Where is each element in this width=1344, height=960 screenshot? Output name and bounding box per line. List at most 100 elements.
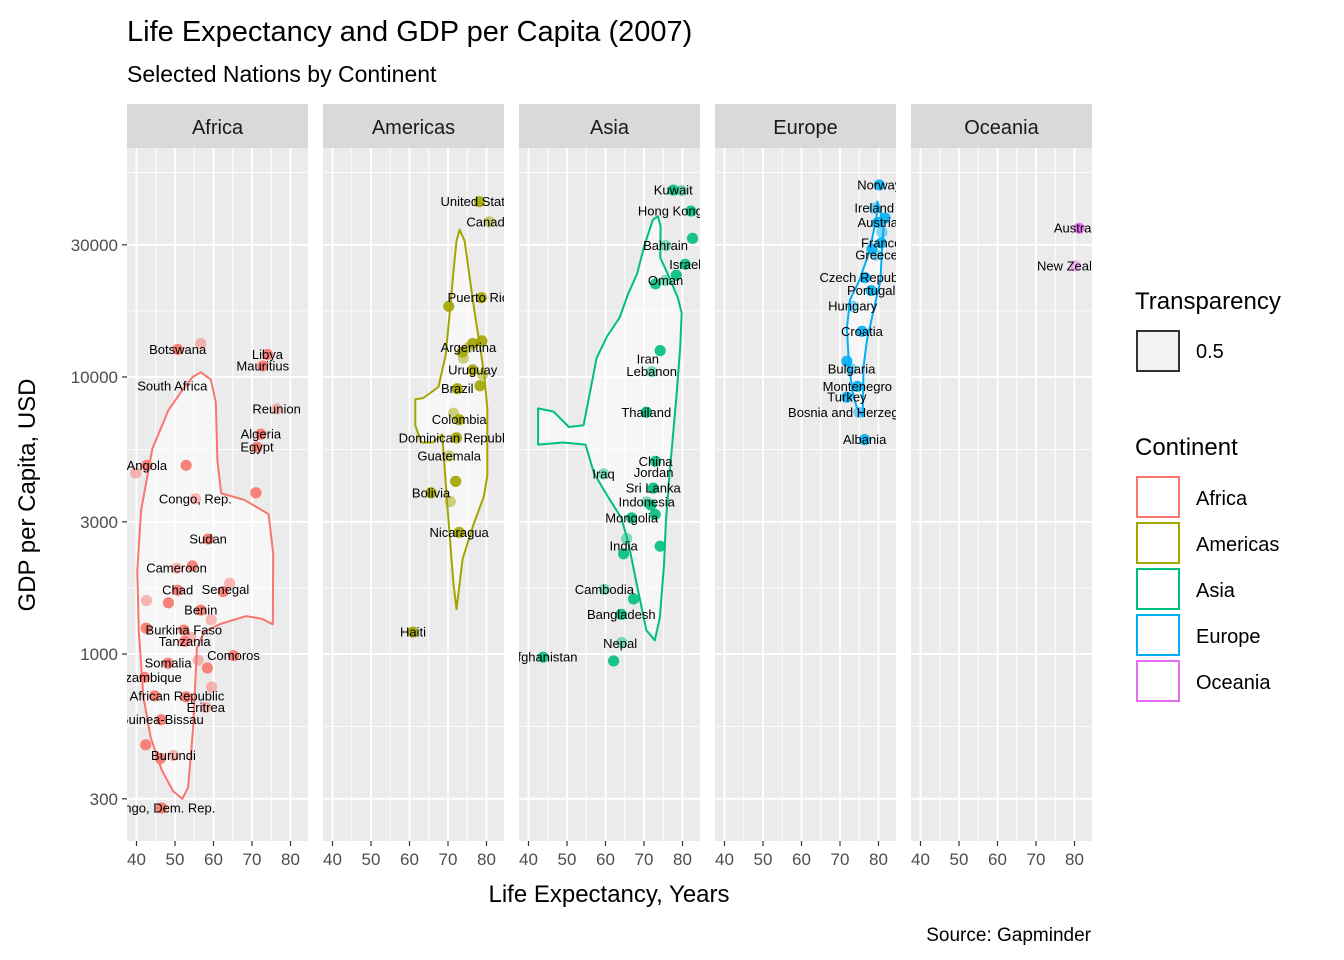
chart-caption: Source: Gapminder (926, 925, 1091, 946)
point-label: Albania (843, 432, 887, 447)
point-label: Turkey (827, 390, 867, 405)
x-tick-label: 60 (988, 850, 1007, 869)
point-label: Australia (1054, 221, 1105, 236)
legend-label-oceania: Oceania (1196, 672, 1271, 694)
y-tick-label: 30000 (71, 236, 118, 255)
facet-panel-oceania: Oceania Australia New Zealand 40 50 60 70 80 (911, 104, 1105, 869)
x-axis-ticks: 40 50 60 70 80 (127, 841, 300, 869)
point-label: Puerto Rico (448, 290, 516, 305)
data-point (649, 508, 661, 521)
facet-strip (715, 104, 896, 148)
point-label: Bulgaria (828, 362, 876, 377)
point-label: Libya (252, 347, 284, 362)
point-label: Mauritius (236, 358, 289, 373)
data-point (876, 226, 888, 238)
panel-background (911, 148, 1092, 841)
point-label: Ireland (854, 201, 894, 216)
x-tick-label: 50 (362, 850, 381, 869)
data-point (201, 662, 213, 674)
data-point (477, 369, 489, 381)
data-point (141, 459, 153, 471)
data-point (200, 701, 212, 714)
point-label: Sudan (189, 532, 227, 547)
x-tick-label: 70 (831, 850, 850, 869)
x-axis-ticks: 40 50 60 70 80 (715, 841, 888, 869)
facet-strip (519, 104, 700, 148)
point-label: Colombia (432, 412, 488, 427)
point-label: Hong Kong, China (638, 204, 745, 219)
legend-key-asia (1136, 568, 1180, 610)
data-point (598, 583, 610, 596)
legend-label-africa: Africa (1196, 488, 1248, 510)
point-label: Bosnia and Herzegovina (788, 405, 930, 420)
data-point (443, 450, 455, 462)
facet-strip-label: Europe (773, 117, 838, 139)
legend-key-africa (1136, 476, 1180, 518)
point-label: Argentina (441, 340, 497, 355)
point-label: Dominican Republic (399, 430, 515, 445)
data-point (841, 391, 853, 403)
data-point (140, 594, 153, 607)
point-label: Canada (466, 214, 512, 229)
data-point (873, 179, 885, 191)
point-label: Sri Lanka (626, 481, 682, 496)
data-point (217, 585, 229, 598)
data-point (155, 714, 167, 726)
chart-title: Life Expectancy and GDP per Capita (2007… (127, 16, 692, 48)
y-tick-label: 3000 (80, 513, 118, 532)
x-tick-label: 40 (519, 850, 538, 869)
data-point (641, 496, 653, 508)
y-axis: 300 1000 3000 10000 30000 (71, 236, 127, 809)
point-label: Uruguay (448, 362, 498, 377)
data-point (859, 272, 871, 284)
point-label: Afghanistan (509, 650, 578, 665)
data-point (859, 434, 871, 446)
legend-key-europe (1136, 614, 1180, 656)
data-point (167, 749, 180, 762)
data-point (202, 533, 214, 545)
point-label: Senegal (202, 582, 250, 597)
point-label: Bahrain (643, 238, 688, 253)
point-label: Congo, Rep. (159, 491, 232, 506)
facet-strip (127, 104, 308, 148)
data-point (847, 300, 859, 312)
data-point (649, 455, 662, 467)
x-tick-label: 70 (1027, 850, 1046, 869)
point-label: Thailand (621, 405, 671, 420)
point-label: India (609, 539, 638, 554)
legend-transparency-title: Transparency (1135, 288, 1281, 315)
y-tick-label: 10000 (71, 368, 118, 387)
point-label: Nicaragua (430, 525, 490, 540)
data-point (845, 363, 858, 375)
point-label: Chad (162, 583, 193, 598)
data-point (444, 495, 456, 508)
point-label: Mongolia (605, 510, 659, 525)
legend-key-oceania (1136, 660, 1180, 702)
data-point (172, 343, 184, 356)
data-point (451, 383, 463, 395)
legend: Transparency 0.5 Continent Africa America… (1135, 288, 1281, 702)
data-point (670, 269, 682, 281)
point-label: Guatemala (417, 448, 481, 463)
point-label: Haiti (400, 625, 426, 640)
point-label: Algeria (241, 427, 282, 442)
x-tick-label: 70 (243, 850, 262, 869)
data-point (853, 406, 865, 419)
points-americas (407, 196, 495, 638)
facet-panel-asia: Asia Kuwait Hong Kong, China Bahrain IsraelO… (509, 104, 745, 869)
data-point (138, 671, 151, 683)
data-point (450, 475, 462, 487)
data-point (227, 650, 240, 662)
data-point (607, 655, 620, 667)
data-point (483, 216, 495, 228)
point-label: Bolivia (412, 485, 451, 500)
legend-continent-title: Continent (1135, 434, 1238, 461)
data-point (443, 300, 455, 312)
point-label: Norway (857, 177, 902, 192)
point-label: Cambodia (575, 582, 635, 597)
point-label: Iraq (592, 466, 614, 481)
y-tick-label: 1000 (80, 645, 118, 664)
legend-label-americas: Americas (1196, 534, 1279, 556)
